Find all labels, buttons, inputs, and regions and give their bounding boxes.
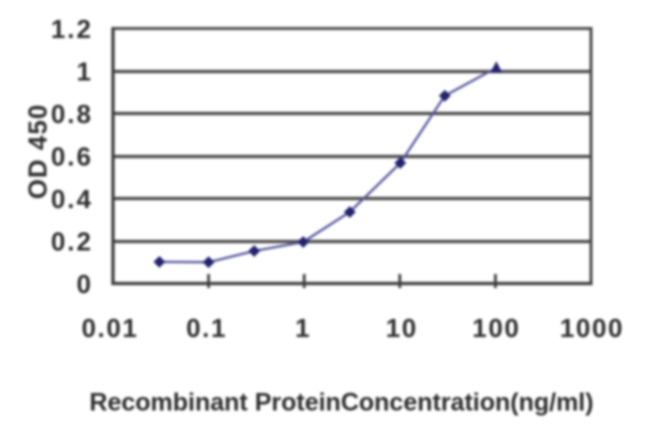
svg-text:1000: 1000 [560,313,624,343]
svg-text:100: 100 [472,313,520,343]
svg-text:0.2: 0.2 [51,226,93,256]
svg-text:0.01: 0.01 [81,313,138,343]
svg-text:Recombinant ProteinConcentrati: Recombinant ProteinConcentration(ng/ml) [89,389,593,417]
svg-text:0.6: 0.6 [51,141,93,171]
svg-text:0: 0 [77,269,93,299]
svg-text:1.2: 1.2 [51,14,93,44]
svg-text:0.8: 0.8 [51,99,93,129]
svg-text:1: 1 [77,56,93,86]
svg-text:10: 10 [386,313,418,343]
svg-text:OD 450: OD 450 [22,104,52,200]
svg-text:0.4: 0.4 [51,184,93,214]
svg-text:0.1: 0.1 [186,313,227,343]
svg-text:1: 1 [295,313,311,343]
